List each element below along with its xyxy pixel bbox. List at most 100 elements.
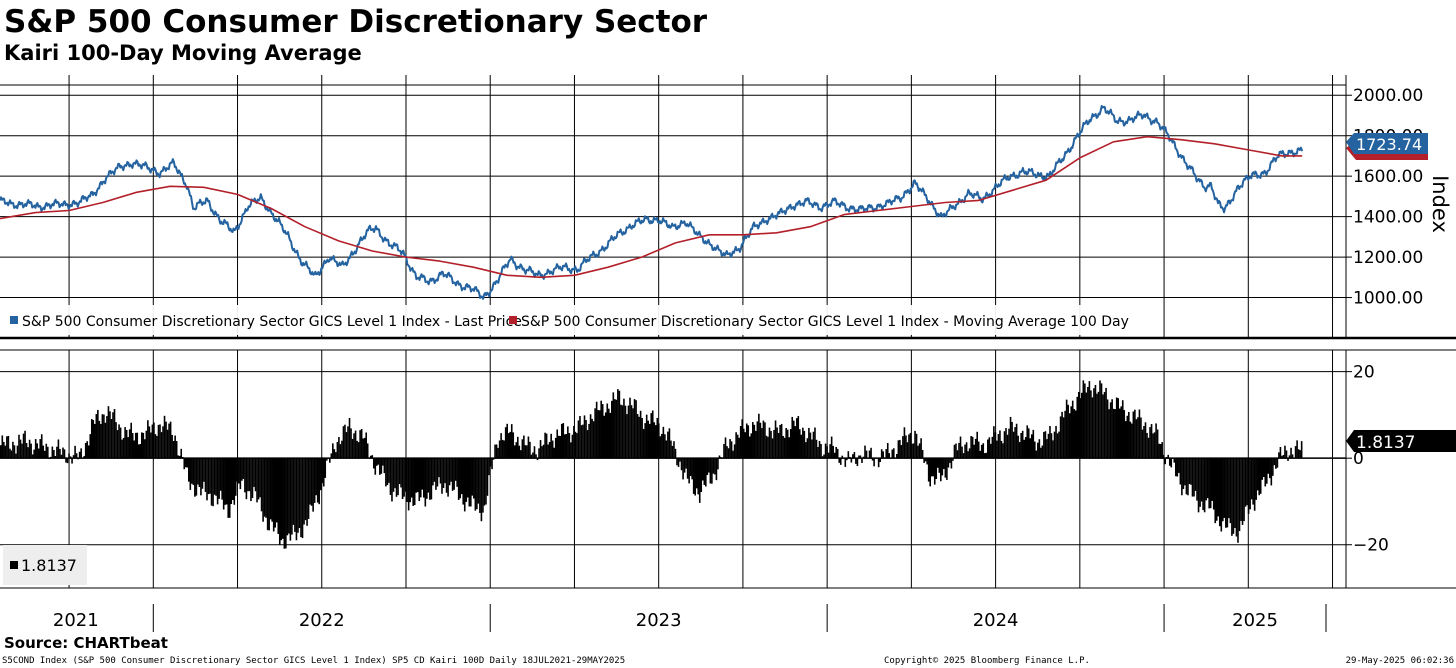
kairi-bar: [433, 458, 436, 482]
legend-bg: [0, 305, 1096, 335]
kairi-bar: [400, 458, 402, 488]
kairi-bar: [304, 458, 307, 521]
kairi-bar: [335, 452, 337, 459]
kairi-bar: [776, 427, 778, 459]
kairi-bar: [829, 444, 831, 459]
kairi-bar: [159, 424, 161, 459]
kairi-bar: [183, 458, 186, 470]
kairi-bar: [259, 458, 261, 498]
kairi-bar: [868, 450, 871, 459]
kairi-bar: [856, 458, 859, 467]
kairi-bar: [955, 443, 957, 459]
kairi-bar: [841, 455, 844, 459]
kairi-bar: [607, 408, 610, 459]
kairi-bar: [341, 440, 343, 459]
kairi-bar: [288, 458, 290, 534]
kairi-bar: [1030, 434, 1033, 459]
kairi-bar: [703, 458, 706, 485]
kairi-bar: [1029, 438, 1032, 459]
kairi-bar: [436, 458, 439, 487]
kairi-bar: [758, 413, 760, 459]
kairi-bar: [260, 458, 263, 512]
kairi-bar: [401, 458, 404, 500]
kairi-bar: [970, 436, 972, 459]
kairi-bar: [175, 441, 178, 459]
kairi-bar: [336, 441, 339, 459]
kairi-bar: [577, 420, 580, 459]
kairi-bar: [714, 458, 716, 475]
kairi-bar: [277, 458, 280, 534]
kairi-bar: [814, 427, 816, 459]
kairi-bar: [160, 432, 163, 459]
kairi-bar: [953, 444, 956, 459]
kairi-bar: [686, 458, 689, 479]
kairi-bar: [1128, 411, 1130, 459]
kairi-bar: [768, 427, 771, 459]
kairi-bar: [68, 453, 70, 459]
kairi-bar: [674, 448, 677, 459]
kairi-bar: [310, 458, 313, 506]
kairi-bar: [157, 424, 160, 459]
kairi-bar: [509, 431, 512, 459]
kairi-bar: [221, 458, 223, 500]
kairi-bar: [494, 444, 496, 459]
kairi-bar: [450, 458, 452, 482]
kairi-bar: [917, 445, 919, 459]
kairi-bar: [553, 447, 555, 459]
kairi-bar: [1267, 458, 1270, 474]
kairi-bar: [21, 443, 23, 459]
kairi-bar: [982, 443, 985, 459]
chart-title: S&P 500 Consumer Discretionary Sector: [4, 4, 708, 40]
kairi-bar: [741, 419, 743, 459]
kairi-bar: [896, 454, 898, 459]
kairi-bar: [724, 437, 727, 459]
kairi-bar: [1196, 458, 1198, 501]
kairi-bar: [383, 458, 386, 474]
kairi-bar: [583, 415, 586, 459]
kairi-bar: [1052, 440, 1054, 459]
kairi-bar: [617, 389, 619, 459]
kairi-bar: [1044, 431, 1047, 459]
kairi-bar: [256, 458, 258, 503]
kairi-bar: [168, 423, 170, 459]
kairi-bar: [427, 458, 430, 493]
kairi-bar: [1140, 417, 1142, 459]
kairi-bar: [656, 417, 659, 459]
kairi-bar: [426, 458, 428, 499]
kairi-bar: [817, 446, 819, 459]
kairi-bar: [967, 451, 969, 459]
kairi-bar: [338, 436, 340, 459]
kairi-bar: [307, 458, 310, 519]
kairi-bar: [218, 458, 220, 499]
kairi-bar: [897, 440, 900, 459]
kairi-bar: [510, 424, 513, 459]
kairi-bar: [10, 450, 13, 459]
y-tick-label: −20: [1353, 536, 1389, 556]
kairi-bar: [1058, 431, 1060, 459]
kairi-bar: [733, 444, 736, 459]
kairi-bar: [191, 458, 193, 484]
kairi-bar: [630, 405, 633, 459]
kairi-bar: [392, 458, 395, 492]
kairi-bar: [588, 423, 590, 459]
kairi-bar: [747, 425, 750, 459]
kairi-bar: [42, 445, 45, 459]
kairi-bar: [131, 433, 134, 459]
kairi-bar: [579, 416, 581, 459]
price-legend: S&P 500 Consumer Discretionary Sector GI…: [0, 305, 1129, 335]
kairi-bar: [891, 449, 894, 459]
kairi-bar: [300, 458, 302, 538]
kairi-bar: [1222, 458, 1224, 522]
kairi-bar: [838, 458, 841, 463]
kairi-bar: [971, 436, 974, 459]
kairi-bar: [1121, 400, 1124, 459]
kairi-bar: [474, 458, 477, 511]
kairi-bar: [174, 435, 176, 459]
kairi-bar: [1047, 433, 1050, 459]
kairi-legend: 1.8137: [3, 545, 87, 585]
price-tag-shape: [1346, 133, 1428, 154]
y-tick-label: 1200.00: [1353, 248, 1423, 268]
kairi-bar: [603, 415, 606, 459]
kairi-bar: [238, 458, 240, 484]
